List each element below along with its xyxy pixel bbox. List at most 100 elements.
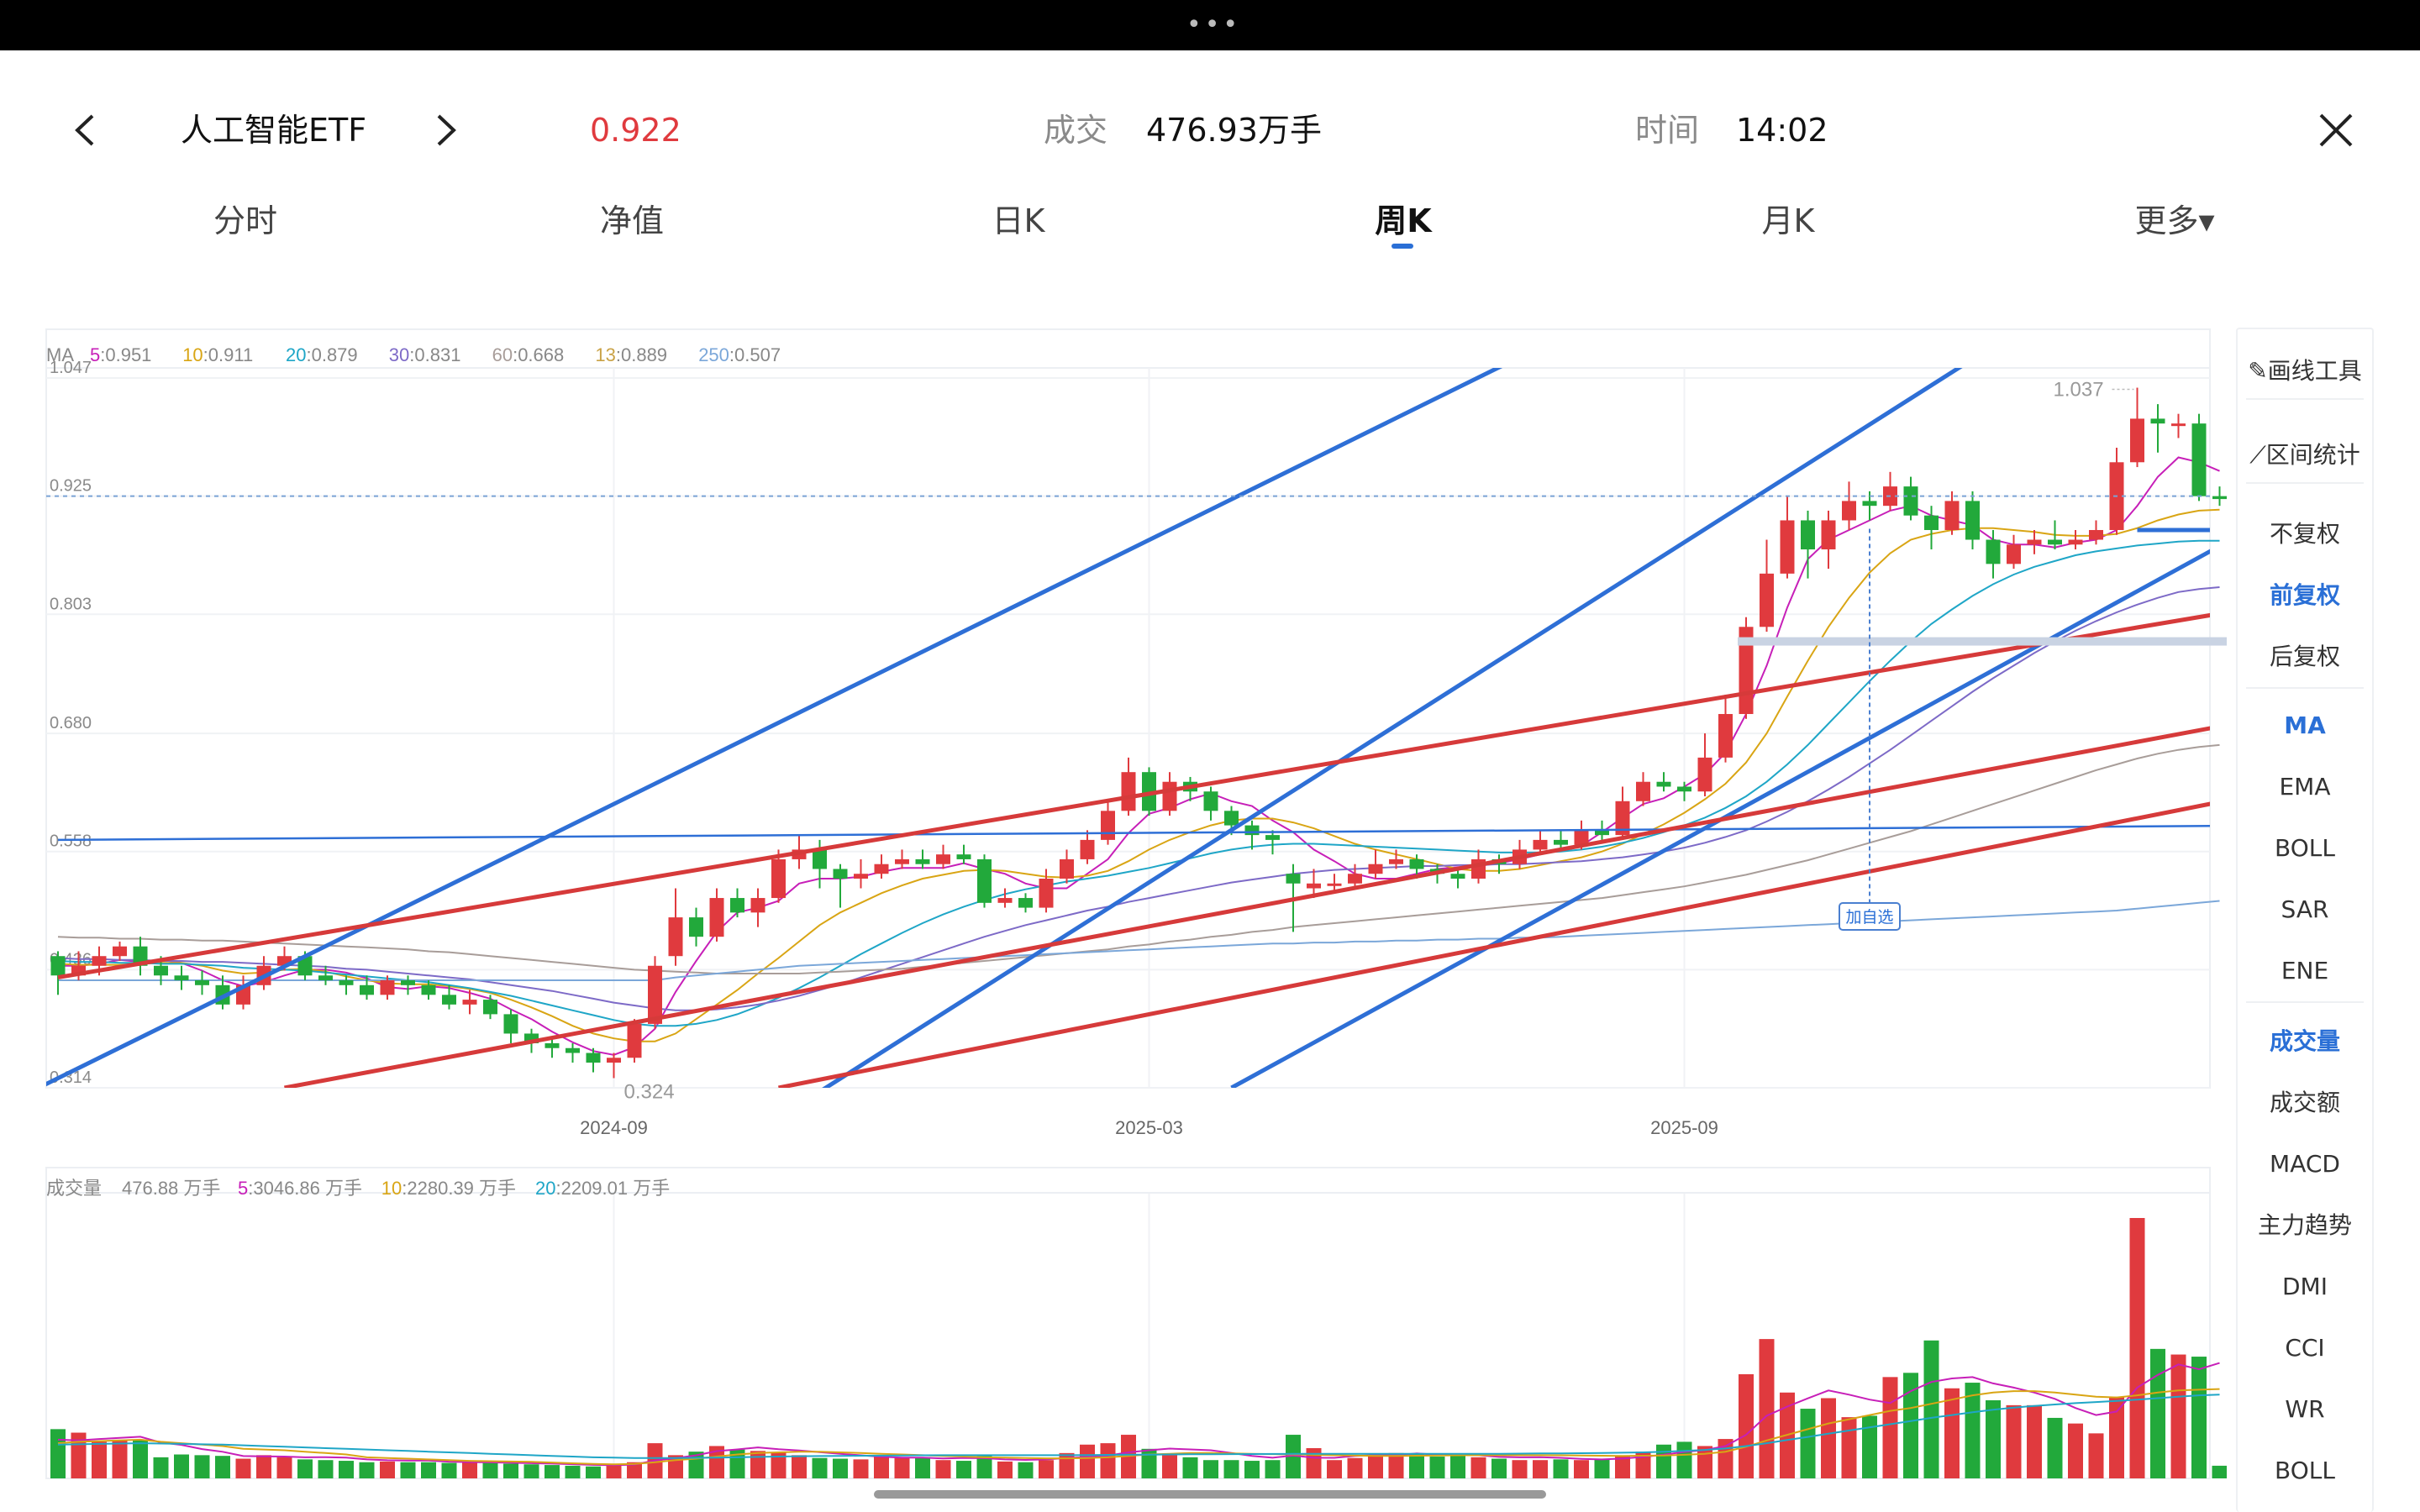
- indicator-turnover[interactable]: 成交额: [2269, 1089, 2340, 1116]
- trend-line-blue: [57, 825, 2210, 842]
- trend-lines[interactable]: [0, 327, 2227, 1159]
- indicator-dmi[interactable]: DMI: [2282, 1273, 2328, 1300]
- indicator-boll-sub[interactable]: BOLL: [2275, 1457, 2335, 1484]
- candle-up: [771, 858, 786, 899]
- adjust-forward[interactable]: 前复权: [2269, 581, 2340, 609]
- tab-intraday[interactable]: 分时: [213, 202, 278, 239]
- volume-bar-up: [2068, 1423, 2083, 1478]
- tab-monthly-k[interactable]: 月K: [1761, 202, 1815, 239]
- volume-bar-down: [2191, 1357, 2207, 1478]
- indicator-wr[interactable]: WR: [2285, 1395, 2325, 1423]
- ma-legend-item: 250:0.507: [698, 344, 781, 365]
- volume-bar-down: [812, 1457, 828, 1478]
- indicator-macd[interactable]: MACD: [2270, 1150, 2340, 1178]
- candle-down: [483, 1000, 497, 1015]
- chevron-left-icon: [75, 114, 94, 146]
- y-tick-label: 1.047: [50, 359, 92, 377]
- volume-legend-item: 20:2209.01 万手: [535, 1178, 670, 1199]
- ma60-line: [57, 743, 2220, 974]
- volume-bar-up: [462, 1462, 477, 1478]
- volume-bar-up: [92, 1441, 107, 1478]
- candle-up: [92, 956, 107, 966]
- volume-bar-up: [750, 1451, 765, 1478]
- volume-bar-up: [874, 1455, 889, 1478]
- candle-down: [1450, 874, 1465, 879]
- home-indicator[interactable]: [874, 1490, 1546, 1499]
- volume-bar-up: [1512, 1460, 1528, 1478]
- candle-up: [1780, 520, 1795, 574]
- indicator-ene[interactable]: ENE: [2281, 957, 2329, 984]
- date-axis-labels: 2024-09 2025-03 2025-09: [580, 1117, 1718, 1138]
- volume-bar-down: [1450, 1455, 1465, 1478]
- candle-up: [1533, 839, 1548, 850]
- candle-up: [1368, 864, 1383, 874]
- candle-down: [544, 1042, 560, 1048]
- kline-chart[interactable]: MA 5:0.951 10:0.911 20:0.879 30:0.831 60:0.66…: [0, 319, 2227, 1512]
- indicator-ma[interactable]: MA: [2284, 711, 2326, 739]
- adjust-backward[interactable]: 后复权: [2269, 643, 2340, 670]
- volume-bar-down: [1903, 1373, 1918, 1478]
- candle-down: [503, 1014, 518, 1034]
- draw-tools-button[interactable]: ✎画线工具: [2248, 357, 2362, 385]
- volume-bar-down: [215, 1456, 230, 1478]
- range-stats-button[interactable]: ⟋区间统计: [2249, 441, 2360, 469]
- volume-legend-item: 5:3046.86 万手: [238, 1178, 362, 1199]
- candle-down: [195, 980, 209, 985]
- volume-bar-up: [380, 1461, 395, 1478]
- volume-bar-down: [1286, 1435, 1301, 1478]
- indicator-cci[interactable]: CCI: [2285, 1334, 2325, 1362]
- volume-bar-down: [133, 1440, 148, 1478]
- prev-fund-button[interactable]: [67, 92, 109, 195]
- volume-bar-down: [956, 1461, 971, 1478]
- fund-name[interactable]: 人工智能ETF: [181, 112, 367, 149]
- volume-bar-down: [421, 1462, 436, 1478]
- tab-nav[interactable]: 净值: [599, 202, 665, 239]
- more-dots-icon[interactable]: •••: [1186, 10, 1242, 39]
- divider: [2246, 687, 2364, 689]
- close-button[interactable]: [2311, 92, 2361, 195]
- volume-bar-down: [1018, 1462, 1034, 1478]
- candle-down: [360, 984, 374, 995]
- candle-down: [1986, 539, 2001, 564]
- trend-line-red: [778, 801, 2210, 1088]
- candle-down: [1244, 825, 1260, 836]
- candle-down: [442, 995, 456, 1005]
- chart-grid: [45, 328, 2211, 1479]
- tab-daily-k[interactable]: 日K: [992, 202, 1045, 239]
- ma5-line: [58, 456, 2220, 1056]
- indicator-sar[interactable]: SAR: [2281, 895, 2329, 923]
- trend-line-blue: [1230, 549, 2210, 1088]
- candle-up: [607, 1058, 621, 1063]
- pen-icon: ✎: [2248, 357, 2268, 385]
- candle-down: [1862, 501, 1877, 507]
- volume-bar-up: [2170, 1354, 2186, 1478]
- indicator-ema[interactable]: EMA: [2279, 773, 2331, 801]
- candle-up: [1760, 573, 1774, 627]
- low-price-label: 0.324: [624, 1080, 675, 1103]
- tab-more[interactable]: 更多▾: [2134, 202, 2215, 239]
- candle-down: [50, 956, 66, 976]
- price-panel-frame: [45, 328, 2211, 1089]
- volume-bar-up: [1039, 1460, 1054, 1478]
- volume-bar-down: [503, 1463, 518, 1478]
- adjust-none[interactable]: 不复权: [2269, 520, 2340, 548]
- candle-up: [668, 917, 683, 957]
- time-label: 时间: [1635, 112, 1700, 149]
- volume-bar-down: [2047, 1417, 2063, 1478]
- quote-header: 人工智能ETF 0.922 成交 476.93万手 时间 14:02: [0, 92, 2420, 168]
- candle-down: [339, 980, 354, 985]
- volume-bar-down: [1182, 1457, 1198, 1478]
- volume-bar-up: [112, 1439, 128, 1478]
- indicator-boll[interactable]: BOLL: [2275, 834, 2335, 862]
- volume-bar-up: [1306, 1447, 1322, 1478]
- volume-bar-up: [2088, 1433, 2104, 1478]
- indicator-main-trend[interactable]: 主力趋势: [2257, 1211, 2352, 1239]
- volume-bar-up: [606, 1464, 622, 1478]
- volume-bar-up: [1841, 1417, 1857, 1478]
- indicator-volume[interactable]: 成交量: [2269, 1027, 2340, 1055]
- tab-weekly-k[interactable]: 周K: [1375, 202, 1432, 239]
- volume-bar-up: [1059, 1452, 1075, 1478]
- volume-bar-up: [235, 1458, 251, 1478]
- next-fund-button[interactable]: [429, 92, 471, 195]
- volume-bar-up: [1327, 1460, 1342, 1478]
